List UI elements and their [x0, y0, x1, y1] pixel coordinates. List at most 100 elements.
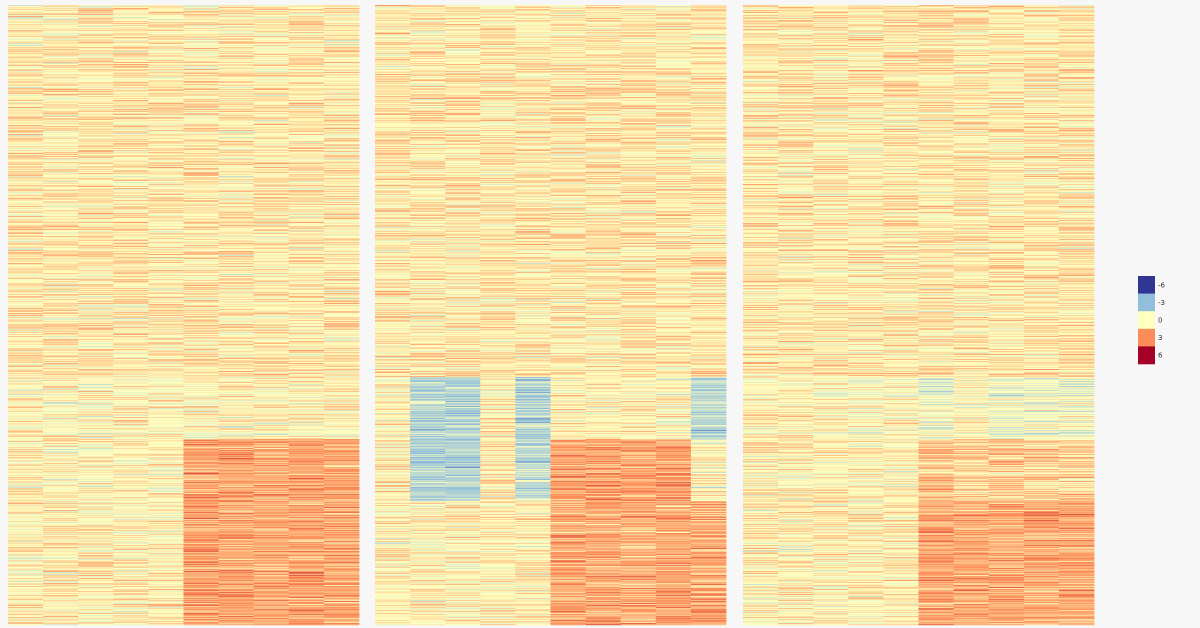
- heatmap-cell: [113, 499, 149, 501]
- heatmap-cell: [253, 444, 290, 446]
- heatmap-cell: [8, 467, 44, 469]
- heatmap-cell: [43, 17, 79, 19]
- heatmap-cell: [183, 430, 219, 432]
- heatmap-cell: [78, 72, 114, 74]
- heatmap-cell: [43, 149, 79, 151]
- heatmap-cell: [78, 220, 114, 222]
- heatmap-cell: [113, 355, 149, 357]
- heatmap-cell: [218, 476, 255, 478]
- heatmap-cell: [78, 340, 114, 342]
- heatmap-cell: [323, 123, 360, 125]
- heatmap-cell: [288, 196, 325, 198]
- heatmap-cell: [253, 442, 290, 444]
- heatmap-cell: [113, 273, 149, 275]
- heatmap-cell: [218, 311, 255, 313]
- heatmap-cell: [43, 100, 79, 102]
- heatmap-cell: [183, 188, 219, 190]
- heatmap-cell: [183, 143, 219, 145]
- heatmap-cell: [323, 11, 360, 13]
- heatmap-cell: [113, 451, 149, 453]
- heatmap-cell: [113, 185, 149, 187]
- heatmap-cell: [148, 337, 184, 339]
- heatmap-cell: [148, 412, 184, 414]
- heatmap-cell: [113, 282, 149, 284]
- heatmap-cell: [113, 409, 149, 411]
- heatmap-cell: [253, 343, 290, 345]
- heatmap-cell: [113, 362, 149, 364]
- heatmap-cell: [183, 92, 219, 94]
- heatmap-cell: [148, 132, 184, 134]
- heatmap-cell: [183, 119, 219, 121]
- heatmap-cell: [218, 452, 255, 454]
- heatmap-cell: [78, 114, 114, 116]
- heatmap-cell: [288, 147, 325, 149]
- heatmap-cell: [148, 76, 184, 78]
- heatmap-cell: [218, 325, 255, 327]
- heatmap-cell: [218, 277, 255, 279]
- heatmap-cell: [323, 150, 360, 152]
- heatmap-cell: [78, 206, 114, 208]
- heatmap-cell: [113, 155, 149, 157]
- heatmap-cell: [183, 50, 219, 52]
- heatmap-cell: [323, 81, 360, 83]
- heatmap-cell: [253, 177, 290, 179]
- heatmap-cell: [253, 373, 290, 375]
- heatmap-cell: [183, 358, 219, 360]
- heatmap-cell: [183, 395, 219, 397]
- heatmap-cell: [183, 409, 219, 411]
- heatmap-cell: [253, 143, 290, 145]
- heatmap-cell: [253, 47, 290, 49]
- heatmap-cell: [218, 88, 255, 90]
- heatmap-cell: [43, 504, 79, 506]
- heatmap-cell: [113, 78, 149, 80]
- heatmap-cell: [78, 354, 114, 356]
- heatmap-cell: [78, 266, 114, 268]
- heatmap-cell: [323, 73, 360, 75]
- heatmap-cell: [43, 15, 79, 17]
- heatmap-cell: [113, 11, 149, 13]
- heatmap-cell: [253, 397, 290, 399]
- heatmap-cell: [323, 220, 360, 222]
- heatmap-cell: [288, 99, 325, 101]
- heatmap-cell: [288, 171, 325, 173]
- heatmap-cell: [253, 326, 290, 328]
- heatmap-cell: [288, 152, 325, 154]
- heatmap-cell: [288, 105, 325, 107]
- heatmap-cell: [218, 254, 255, 256]
- heatmap-cell: [288, 393, 325, 395]
- heatmap-cell: [148, 246, 184, 248]
- heatmap-cell: [43, 435, 79, 437]
- heatmap-cell: [183, 333, 219, 335]
- heatmap-cell: [183, 386, 219, 388]
- heatmap-cell: [323, 402, 360, 404]
- heatmap-cell: [323, 372, 360, 374]
- heatmap-cell: [218, 73, 255, 75]
- heatmap-panel-1: [8, 5, 360, 626]
- heatmap-cell: [183, 503, 219, 505]
- heatmap-cell: [183, 406, 219, 408]
- heatmap-cell: [218, 213, 255, 215]
- heatmap-cell: [323, 485, 360, 487]
- heatmap-cell: [183, 9, 219, 11]
- heatmap-cell: [113, 134, 149, 136]
- heatmap-cell: [183, 216, 219, 218]
- heatmap-cell: [288, 336, 325, 338]
- heatmap-cell: [323, 176, 360, 178]
- heatmap-cell: [148, 427, 184, 429]
- heatmap-cell: [218, 10, 255, 12]
- heatmap-cell: [43, 26, 79, 28]
- heatmap-cell: [288, 444, 325, 446]
- heatmap-cell: [78, 7, 114, 9]
- heatmap-cell: [148, 335, 184, 337]
- heatmap-cell: [148, 111, 184, 113]
- heatmap-cell: [253, 231, 290, 233]
- heatmap-cell: [218, 11, 255, 13]
- heatmap-cell: [8, 401, 44, 403]
- heatmap-cell: [8, 163, 44, 165]
- heatmap-cell: [8, 284, 44, 286]
- heatmap-cell: [288, 398, 325, 400]
- heatmap-cell: [288, 240, 325, 242]
- heatmap-cell: [323, 250, 360, 252]
- heatmap-cell: [43, 8, 79, 10]
- heatmap-cell: [218, 363, 255, 365]
